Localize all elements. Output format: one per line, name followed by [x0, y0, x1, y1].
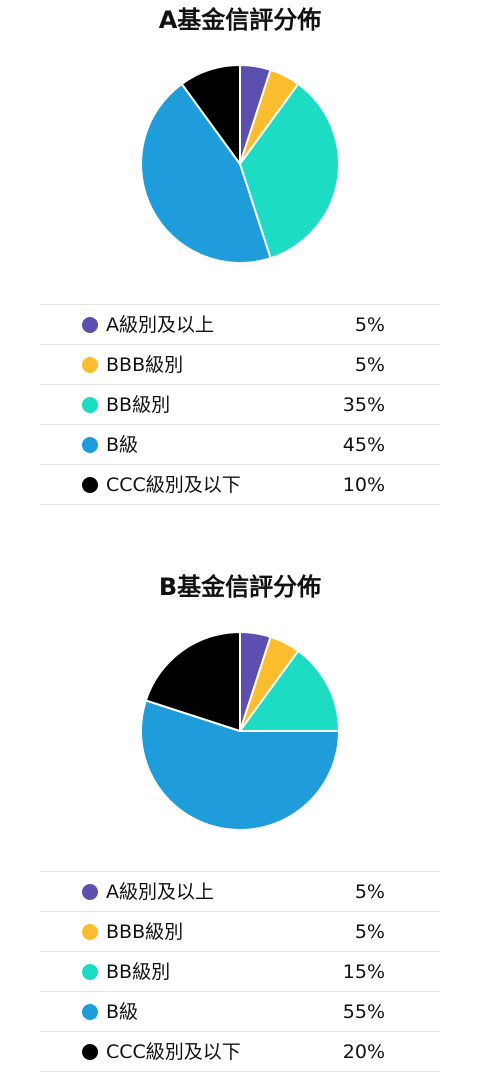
legend-label: CCC級別及以下: [106, 1041, 241, 1063]
legend-label: B級: [106, 1001, 139, 1023]
legend-percentage: 35%: [342, 394, 385, 416]
legend-color-dot: [82, 357, 98, 373]
legend-row-bb: BB級別 15%: [40, 952, 440, 992]
legend-row-a-and-above: A級別及以上 5%: [40, 872, 440, 912]
legend-percentage: 5%: [354, 354, 385, 376]
legend-row-bbb: BBB級別 5%: [40, 345, 440, 385]
legend-label: A級別及以上: [106, 881, 214, 903]
fund-a-legend: A級別及以上 5% BBB級別 5% BB級別 35% B級 45% CCC級別及以下 10%: [40, 304, 440, 505]
fund-a-pie-chart: [140, 64, 340, 264]
legend-label: BB級別: [106, 961, 171, 983]
legend-color-dot: [82, 964, 98, 980]
legend-color-dot: [82, 1044, 98, 1060]
legend-label: B級: [106, 434, 139, 456]
legend-color-dot: [82, 1004, 98, 1020]
legend-percentage: 20%: [342, 1041, 385, 1063]
pie-slice-ccc-and-below: [144, 631, 241, 732]
fund-a-title: A基金信評分佈: [158, 6, 322, 34]
legend-label: BB級別: [106, 394, 171, 416]
legend-row-b: B級 45%: [40, 425, 440, 465]
pie-slice-bb: [239, 82, 340, 260]
legend-percentage: 45%: [342, 434, 385, 456]
legend-label: A級別及以上: [106, 314, 214, 336]
legend-color-dot: [82, 437, 98, 453]
legend-color-dot: [82, 397, 98, 413]
legend-label: BBB級別: [106, 354, 184, 376]
legend-color-dot: [82, 477, 98, 493]
legend-color-dot: [82, 317, 98, 333]
legend-label: CCC級別及以下: [106, 474, 241, 496]
pie-slice-b: [140, 699, 340, 832]
legend-label: BBB級別: [106, 921, 184, 943]
pie-slice-b: [140, 82, 272, 264]
legend-color-dot: [82, 884, 98, 900]
legend-percentage: 5%: [354, 314, 385, 336]
fund-b-pie-chart: [140, 631, 340, 832]
legend-row-bbb: BBB級別 5%: [40, 912, 440, 952]
legend-percentage: 5%: [354, 921, 385, 943]
fund-b-legend: A級別及以上 5% BBB級別 5% BB級別 15% B級 55% CCC級別及以下 20%: [40, 871, 440, 1072]
fund-b-title: B基金信評分佈: [158, 573, 322, 601]
pie-slice-ccc-and-below: [180, 64, 241, 165]
legend-percentage: 10%: [342, 474, 385, 496]
legend-row-a-and-above: A級別及以上 5%: [40, 305, 440, 345]
legend-percentage: 5%: [354, 881, 385, 903]
legend-percentage: 15%: [342, 961, 385, 983]
pie-slice-bb: [239, 649, 340, 732]
legend-color-dot: [82, 924, 98, 940]
legend-row-ccc-and-below: CCC級別及以下 20%: [40, 1032, 440, 1072]
legend-row-bb: BB級別 35%: [40, 385, 440, 425]
legend-percentage: 55%: [342, 1001, 385, 1023]
legend-row-ccc-and-below: CCC級別及以下 10%: [40, 465, 440, 505]
legend-row-b: B級 55%: [40, 992, 440, 1032]
